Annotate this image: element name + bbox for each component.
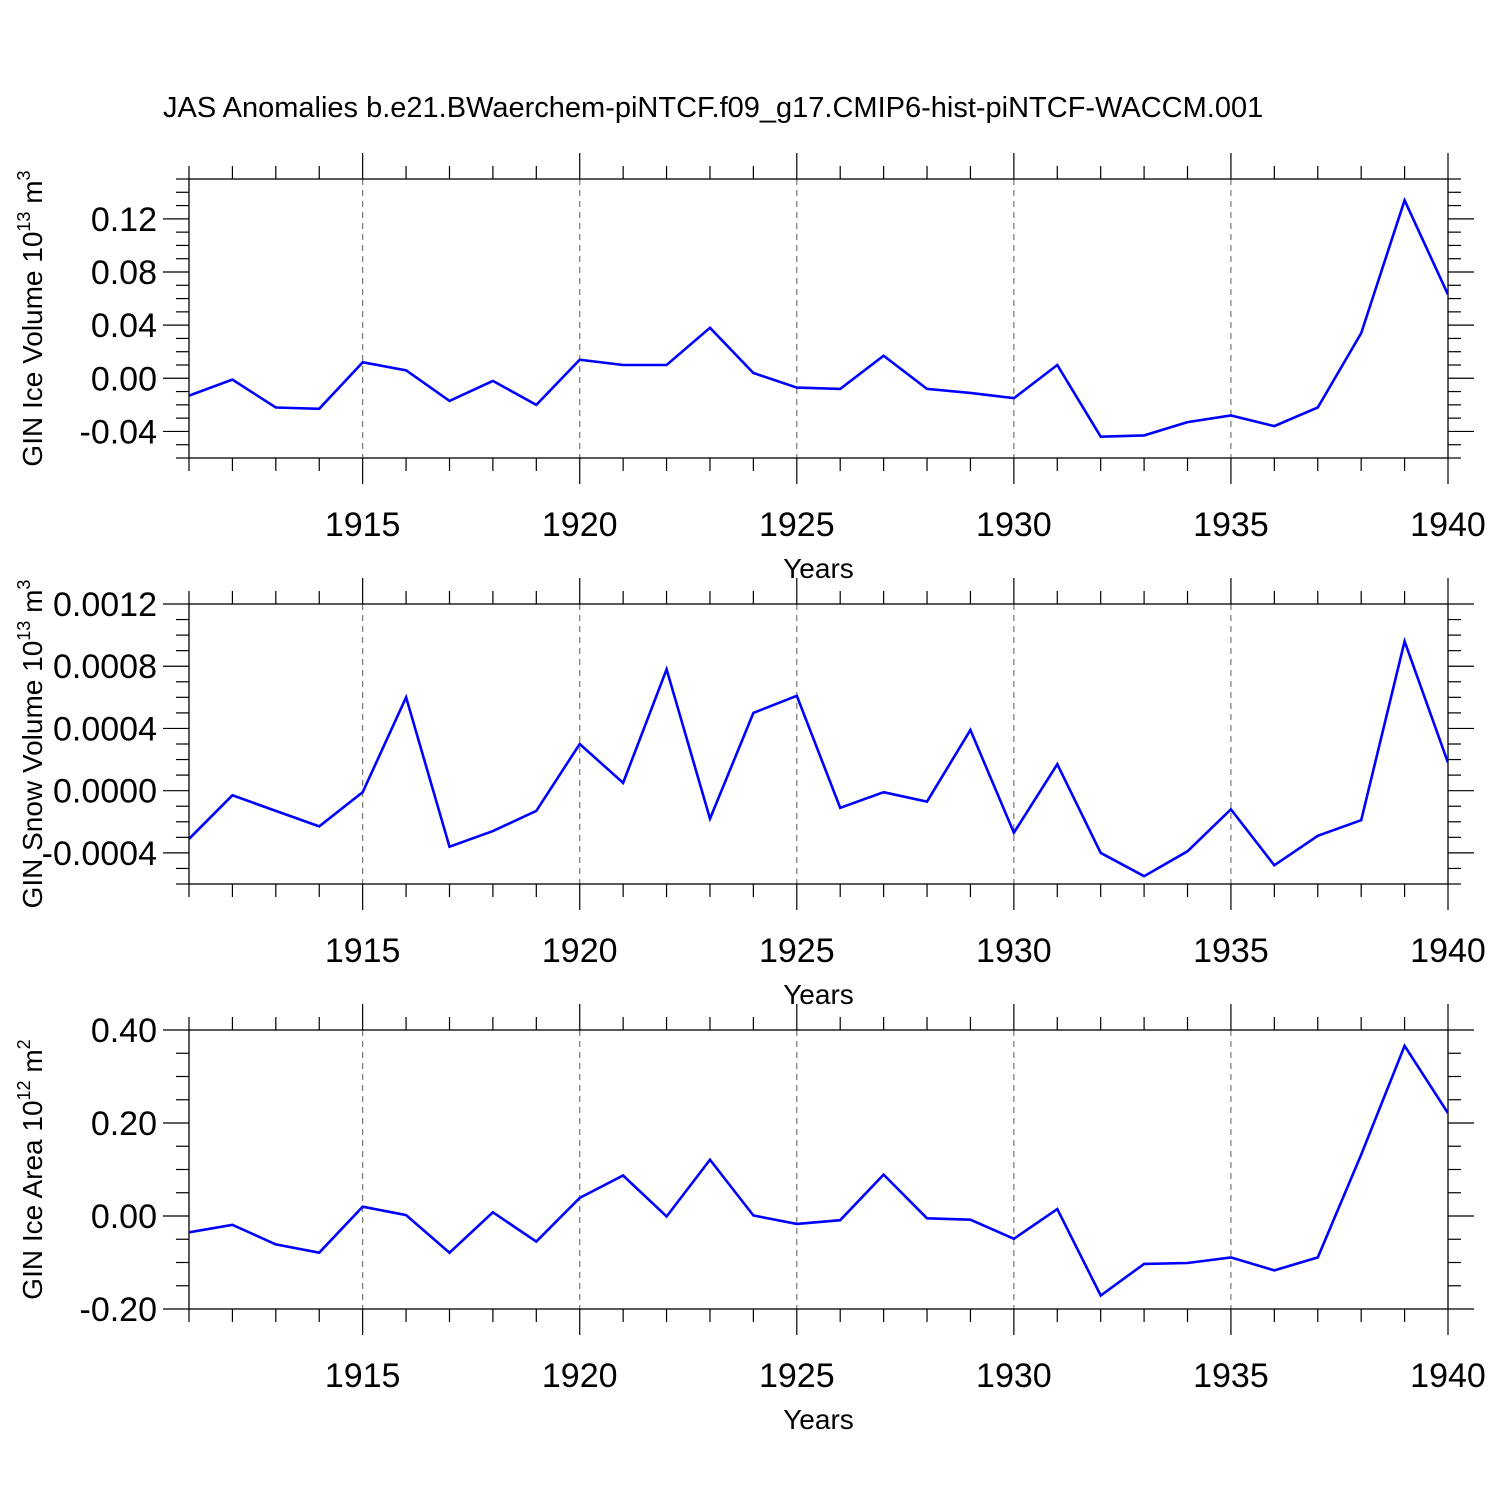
series-line: [189, 636, 1448, 878]
x-tick-label: 1915: [325, 506, 401, 544]
y-axis-label-part: GIN Ice Volume 10: [17, 232, 48, 467]
y-tick-label: 0.00: [91, 1198, 157, 1236]
x-axis-label: Years: [783, 1404, 854, 1435]
plot-frame: [188, 178, 1449, 459]
y-axis-label-part: m: [17, 180, 48, 211]
x-tick-label: 1915: [325, 932, 401, 970]
x-tick-label: 1925: [759, 1357, 835, 1395]
y-tick-label: -0.0004: [42, 835, 157, 873]
y-axis-label-superscript: 2: [14, 1039, 34, 1049]
x-tick-label: 1930: [976, 1357, 1052, 1395]
x-tick-label: 1920: [542, 506, 618, 544]
y-tick-label: 0.12: [91, 201, 157, 239]
y-tick-label: 0.0004: [53, 710, 157, 748]
y-axis-label-superscript: 13: [14, 621, 34, 641]
x-tick-label: 1930: [976, 506, 1052, 544]
x-tick-label: 1930: [976, 932, 1052, 970]
series-line: [189, 1042, 1448, 1298]
x-tick-label: 1925: [759, 506, 835, 544]
y-tick-label: 0.0012: [53, 586, 157, 624]
panel-1: -0.04 0.00 0.04 0.08 0.12 1915 1920 1925 1930 193…: [14, 153, 1486, 584]
plot-frame: [188, 1029, 1449, 1310]
x-tick-label: 1935: [1193, 932, 1269, 970]
y-axis-label-superscript: 3: [14, 170, 34, 180]
x-tick-label: 1940: [1410, 506, 1486, 544]
y-tick-label: -0.04: [80, 413, 158, 451]
y-tick-label: 0.40: [91, 1012, 157, 1050]
figure-title: JAS Anomalies b.e21.BWaerchem-piNTCF.f09…: [163, 92, 1263, 124]
y-tick-label: 0.08: [91, 254, 157, 292]
y-axis-label: GIN Ice Volume 1013 m3: [14, 170, 48, 466]
x-tick-label: 1935: [1193, 1357, 1269, 1395]
y-axis-label: GIN Ice Area 1012 m2: [14, 1039, 48, 1299]
y-axis-label-part: GIN Snow Volume 10: [17, 641, 48, 909]
panel-2: -0.0004 0.0000 0.0004 0.0008 0.0012 1915 1920 1…: [14, 578, 1486, 1010]
x-tick-label: 1940: [1410, 1357, 1486, 1395]
x-axis-label: Years: [783, 553, 854, 584]
x-tick-label: 1940: [1410, 932, 1486, 970]
y-axis-label-part: m: [17, 590, 48, 621]
y-tick-label: 0.04: [91, 307, 157, 345]
y-axis-label-part: GIN Ice Area 10: [17, 1100, 48, 1299]
y-tick-label: -0.20: [80, 1291, 158, 1329]
panel-3: -0.20 0.00 0.20 0.40 1915 1920 1925 1930 1935 194…: [14, 1004, 1486, 1435]
y-tick-label: 0.0008: [53, 648, 157, 686]
x-tick-label: 1915: [325, 1357, 401, 1395]
y-axis-label: GIN Snow Volume 1013 m3: [14, 580, 48, 909]
y-axis-label-superscript: 12: [14, 1080, 34, 1100]
y-axis-label-part: m: [17, 1049, 48, 1080]
x-axis-label: Years: [783, 979, 854, 1010]
plot-frame: [188, 603, 1449, 885]
y-tick-label: 0.00: [91, 360, 157, 398]
x-tick-label: 1925: [759, 932, 835, 970]
y-tick-label: 0.0000: [53, 773, 157, 811]
y-axis-label-superscript: 13: [14, 212, 34, 232]
x-tick-label: 1920: [542, 932, 618, 970]
y-axis-label-superscript: 3: [14, 580, 34, 590]
y-tick-label: 0.20: [91, 1105, 157, 1143]
x-tick-label: 1935: [1193, 506, 1269, 544]
series-line: [189, 196, 1448, 439]
x-tick-label: 1920: [542, 1357, 618, 1395]
